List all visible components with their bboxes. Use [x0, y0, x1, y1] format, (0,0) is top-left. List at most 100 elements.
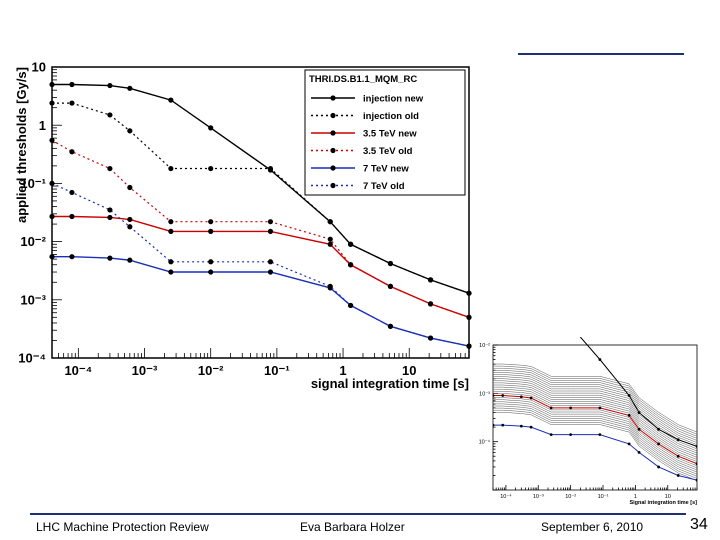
series-point-5	[347, 302, 354, 309]
legend-title: THRI.DS.B1.1_MQM_RC	[309, 74, 417, 85]
inset-x-tick-label: 10⁻²	[565, 494, 576, 500]
main-x-tick-label: 10⁻³	[132, 363, 158, 378]
series-line-5	[51, 182, 470, 347]
footer-event: LHC Machine Protection Review	[36, 520, 209, 534]
inset-highlight-point-2	[501, 423, 505, 427]
series-point-0	[208, 125, 214, 131]
inset-highlight-point-0	[598, 358, 602, 361]
series-point-3	[107, 165, 113, 172]
inset-highlight-point-0	[530, 291, 533, 294]
main-x-tick-label: 10⁻²	[198, 363, 224, 378]
series-point-4	[127, 257, 133, 263]
series-point-3	[327, 236, 333, 242]
inset-band-line	[493, 401, 697, 471]
inset-highlight-point-1	[676, 454, 680, 458]
inset-x-tick-label: 10⁻⁴	[500, 493, 512, 500]
main-x-tick-label: 10	[402, 363, 416, 378]
main-y-tick-label: 10⁻⁴	[18, 351, 46, 366]
series-point-4	[168, 269, 174, 275]
main-x-tick-label: 1	[339, 363, 346, 378]
series-point-5	[466, 343, 472, 349]
inset-series	[492, 287, 697, 482]
series-point-1	[466, 290, 472, 296]
inset-highlight-point-2	[627, 442, 631, 446]
legend-marker	[330, 95, 336, 101]
inset-band-line	[493, 378, 697, 448]
legend-entry: 7 TeV old	[363, 181, 405, 192]
title-underline	[518, 53, 684, 55]
inset-band-line	[493, 386, 697, 456]
inset-highlight-point-2	[676, 474, 680, 477]
inset-x-tick-label: 10	[665, 494, 671, 500]
inset-highlight-point-1	[598, 406, 602, 410]
inset-band-line	[493, 397, 697, 467]
inset-y-tick-label: 10⁻²	[479, 343, 490, 349]
inset-highlight-point-0	[550, 301, 553, 304]
inset-highlight-point-0	[492, 287, 495, 290]
main-y-axis-title: applied thresholds [Gy/s]	[14, 67, 29, 223]
inset-highlight-point-0	[695, 444, 697, 448]
main-y-tick-label: 10⁻²	[20, 234, 46, 249]
inset-highlight-point-2	[549, 433, 553, 437]
series-point-1	[387, 260, 394, 267]
series-point-1	[49, 100, 55, 106]
series-point-2	[168, 228, 174, 234]
legend-entry: 7 TeV new	[363, 164, 409, 175]
series-line-4	[52, 256, 470, 347]
inset-highlight-point-1	[657, 442, 660, 446]
inset-highlight-point-2	[637, 450, 641, 454]
series-point-5	[267, 259, 274, 265]
footer-date: September 6, 2010	[541, 520, 644, 534]
inset-highlight-line-2	[493, 424, 697, 481]
series-line-3	[51, 139, 470, 318]
inset-highlight-point-0	[627, 394, 631, 397]
inset-highlight-point-2	[657, 465, 660, 469]
series-point-5	[387, 323, 394, 329]
series-point-3	[168, 219, 174, 225]
footer-rule	[30, 513, 686, 515]
series-point-5	[49, 180, 55, 186]
inset-highlight-point-2	[569, 433, 573, 437]
inset-chart: 10⁻⁴ 10⁻³ 10⁻² 10⁻¹ 1 10 10⁻² 10⁻³ 10⁻⁴ Signal in…	[479, 287, 698, 506]
series-point-2	[69, 213, 75, 220]
series-point-2	[267, 228, 274, 234]
inset-band-line	[493, 403, 697, 473]
series-point-1	[107, 112, 113, 118]
series-point-2	[127, 216, 133, 223]
inset-highlight-point-2	[695, 478, 697, 482]
inset-highlight-point-1	[501, 394, 505, 397]
inset-highlight-point-0	[501, 287, 504, 290]
page-number: 34	[690, 516, 708, 533]
inset-band-line	[493, 363, 697, 433]
inset-x-tick-label: 10⁻¹	[598, 494, 609, 500]
series-point-2	[208, 228, 214, 234]
inset-band-line	[493, 412, 697, 481]
series-point-2	[49, 213, 55, 220]
inset-x-tick-label: 10⁻³	[533, 494, 544, 500]
series-point-2	[327, 241, 333, 247]
inset-band-line	[493, 367, 697, 437]
inset-band-line	[493, 370, 697, 439]
series-point-0	[127, 85, 133, 91]
inset-band-line	[493, 391, 697, 460]
series-point-1	[127, 128, 133, 134]
inset-band-line	[493, 384, 697, 454]
inset-highlight-point-2	[493, 423, 495, 427]
series-point-1	[168, 165, 174, 172]
series-point-0	[49, 81, 55, 88]
inset-band-line	[493, 372, 697, 441]
legend-marker	[330, 182, 336, 189]
inset-band-line	[493, 393, 697, 462]
series-point-2	[107, 214, 113, 221]
inset-band-line	[493, 409, 697, 479]
footer-author: Eva Barbara Holzer	[300, 520, 405, 534]
series-point-3	[69, 149, 75, 155]
main-y-tick-label: 10	[32, 60, 46, 75]
series-point-1	[327, 219, 333, 225]
main-x-tick-label: 10⁻⁴	[64, 363, 92, 378]
series-point-3	[49, 137, 55, 143]
series-point-5	[69, 189, 75, 196]
inset-band-line	[493, 376, 697, 445]
inset-highlight-point-1	[529, 396, 533, 400]
